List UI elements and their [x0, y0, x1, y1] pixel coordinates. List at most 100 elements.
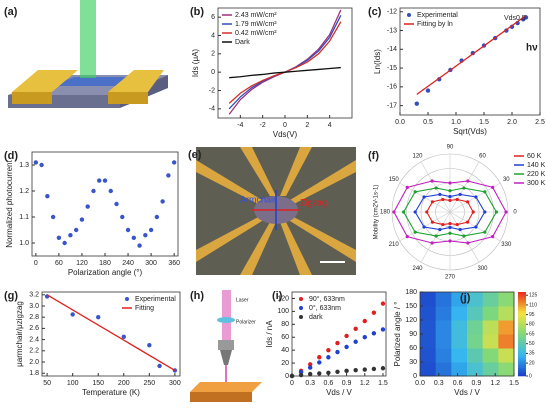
heat-cell: [498, 362, 515, 377]
data-point: [353, 326, 358, 332]
legend-label: 2.43 mW/cm²: [235, 12, 277, 19]
data-point: [62, 240, 67, 246]
data-point: [344, 344, 349, 350]
heat-cell: [467, 362, 484, 377]
theta-tick-label: 210: [389, 242, 400, 248]
x-tick-label: -4: [237, 122, 243, 129]
y-tick-label: 1.2: [19, 188, 29, 195]
y-axis-label: Ids / nA: [265, 320, 274, 348]
data-point: [307, 371, 313, 377]
y-axis-label: Polarized angle / °: [393, 301, 402, 366]
legend-label: 140 K: [527, 162, 546, 169]
data-point: [131, 235, 137, 240]
y-tick-label: -15: [387, 65, 397, 72]
x-tick-label: 1.5: [479, 119, 489, 126]
data-point: [402, 210, 406, 214]
y-tick-label: -16: [387, 84, 397, 91]
plot-frame: [31, 151, 179, 257]
colorbar-segment: [518, 355, 526, 358]
data-point: [97, 178, 102, 183]
legend-label: 220 K: [527, 171, 546, 178]
annotation: Vds0.5: [504, 15, 526, 22]
theta-tick-label: 180: [380, 210, 391, 216]
y-tick-label: 2: [211, 51, 215, 58]
data-point: [483, 190, 487, 194]
annotation: Zigzag: [300, 197, 327, 207]
data-point: [137, 243, 142, 248]
plot-frame: [41, 291, 181, 377]
heat-cell: [420, 348, 437, 363]
panel-label: (h): [190, 290, 204, 302]
colorbar-segment: [518, 340, 526, 343]
heat-cell: [451, 362, 468, 377]
legend-marker: [125, 297, 129, 301]
x-tick-label: 2.0: [507, 119, 517, 126]
colorbar-label: 0: [529, 373, 532, 379]
heat-cell: [451, 306, 468, 321]
heat-cell: [435, 334, 452, 349]
data-point: [413, 230, 417, 234]
data-point: [160, 199, 165, 204]
data-point: [405, 235, 409, 239]
colorbar-segment: [518, 346, 526, 349]
x-tick-label: 1.0: [451, 119, 461, 126]
panel-label: (d): [4, 150, 18, 162]
legend-marker: [299, 306, 303, 310]
data-point: [491, 235, 495, 239]
colorbar-segment: [518, 338, 526, 341]
heat-cell: [420, 306, 437, 321]
y-tick-label: -13: [387, 27, 397, 34]
x-tick-label: 0.5: [423, 119, 433, 126]
data-point: [438, 192, 442, 197]
heat-cell: [435, 306, 452, 321]
series-line: [416, 14, 527, 95]
data-point: [466, 241, 470, 245]
heat-cell: [467, 334, 484, 349]
x-axis-label: Temperature (K): [82, 388, 140, 397]
heat-cell: [435, 362, 452, 377]
data-point: [438, 227, 442, 232]
panel-label: (g): [4, 290, 18, 302]
theta-tick-label: 300: [477, 266, 488, 272]
x-axis-label: Vds / V: [454, 388, 480, 397]
legend-label: 0°, 633nm: [309, 304, 341, 312]
data-point: [448, 231, 452, 235]
data-point: [317, 371, 322, 376]
y-tick-label: -4: [209, 106, 215, 113]
heat-cell: [498, 320, 515, 335]
colorbar-segment: [518, 294, 526, 297]
x-tick-label: 360: [168, 260, 180, 267]
y-tick-label: 90: [409, 331, 417, 338]
x-tick-label: 120: [76, 260, 88, 267]
data-point: [430, 200, 435, 204]
data-point: [466, 179, 470, 183]
heat-cell: [435, 320, 452, 335]
data-point: [430, 241, 434, 245]
data-point: [307, 362, 313, 367]
data-point: [39, 162, 44, 168]
y-tick-label: 60: [409, 345, 417, 352]
theta-tick-label: 270: [445, 275, 456, 281]
colorbar-segment: [518, 308, 526, 312]
x-axis-label: Polarization angle (°): [68, 268, 143, 277]
colorbar-segment: [518, 336, 526, 339]
data-point: [289, 373, 295, 379]
plot-frame: [291, 291, 387, 377]
y-axis-label: Normalized photocurrent: [5, 159, 14, 247]
y-tick-label: 0: [285, 373, 289, 380]
data-point: [422, 225, 426, 229]
data-point: [448, 198, 452, 202]
colorbar-segment: [518, 323, 526, 326]
data-point: [143, 233, 148, 238]
data-point: [326, 347, 331, 353]
x-tick-label: 1.2: [360, 380, 370, 387]
data-point: [102, 178, 108, 183]
data-point: [91, 188, 96, 194]
data-point: [335, 369, 340, 374]
data-point: [298, 372, 304, 378]
legend-marker: [299, 315, 303, 319]
y-tick-label: 20: [281, 360, 289, 367]
x-tick-label: 200: [118, 380, 130, 387]
data-point: [441, 197, 445, 202]
